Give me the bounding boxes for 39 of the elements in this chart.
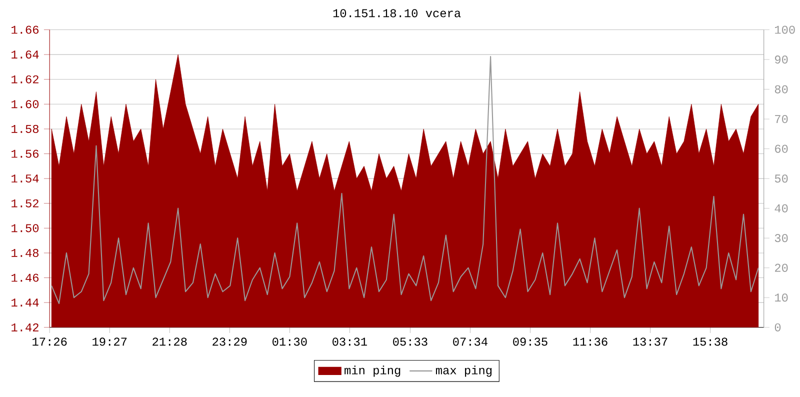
y2-tick-label: 100 — [775, 26, 795, 34]
y2-tick-label: 90 — [774, 56, 788, 64]
y-tick-label: 1.50 — [12, 224, 39, 232]
legend-label: min ping — [344, 366, 400, 377]
y-tick-label: 1.58 — [12, 125, 39, 134]
chart-title: 10.151.18.10 vcera — [333, 9, 461, 18]
y-tick-label: 1.44 — [12, 298, 39, 307]
x-tick-label: 21:28 — [152, 338, 187, 346]
x-tick-label: 01:30 — [272, 338, 307, 346]
y2-tick-label: 30 — [774, 234, 788, 242]
y-tick-label: 1.66 — [12, 26, 39, 34]
y2-tick-label: 0 — [774, 323, 781, 332]
y2-tick-label: 10 — [775, 294, 788, 302]
y-tick-label: 1.60 — [12, 100, 39, 108]
x-tick-label: 17:26 — [32, 338, 67, 346]
x-tick-label: 23:29 — [212, 338, 247, 346]
x-tick-label: 19:27 — [92, 338, 127, 346]
x-tick-label: 11:36 — [573, 338, 608, 346]
y-tick-label: 1.48 — [12, 249, 39, 258]
y2-tick-label: 60 — [775, 144, 788, 153]
x-tick-label: 09:35 — [513, 338, 548, 346]
x-tick-label: 05:33 — [393, 338, 428, 346]
legend-label: max ping — [436, 366, 492, 377]
x-tick-label: 07:34 — [453, 338, 488, 346]
y-tick-label: 1.56 — [12, 150, 39, 158]
y2-tick-label: 50 — [774, 174, 788, 183]
y2-tick-label: 80 — [774, 85, 788, 94]
x-tick-label: 13:37 — [633, 338, 668, 346]
y-tick-label: 1.62 — [12, 75, 38, 84]
y-tick-label: 1.52 — [12, 199, 38, 208]
x-tick-label: 15:38 — [693, 338, 728, 346]
y2-tick-label: 70 — [775, 115, 788, 124]
y-tick-label: 1.64 — [12, 50, 39, 59]
y2-tick-label: 20 — [774, 264, 788, 272]
y2-tick-label: 40 — [774, 204, 788, 212]
y-tick-label: 1.46 — [12, 274, 39, 282]
x-tick-label: 03:31 — [332, 338, 367, 346]
y-tick-label: 1.54 — [12, 174, 39, 183]
y-tick-label: 1.42 — [12, 323, 38, 332]
